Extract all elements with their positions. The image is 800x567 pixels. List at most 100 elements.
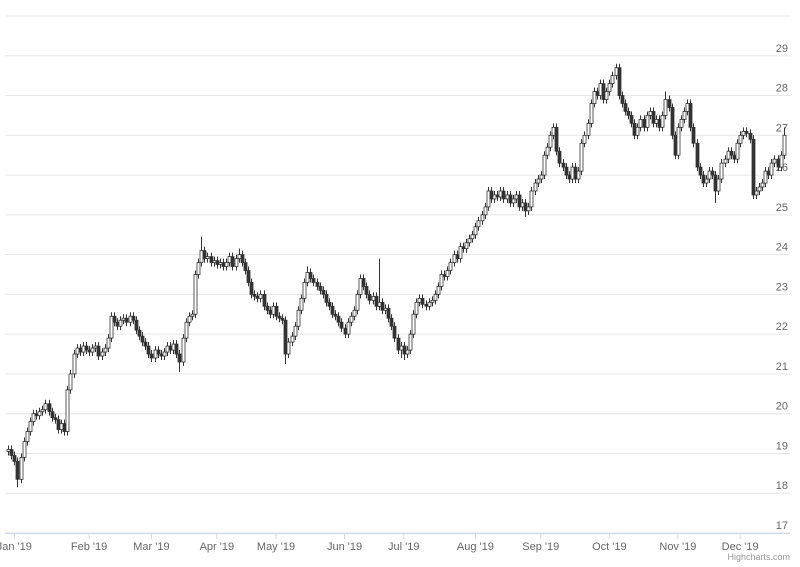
candle-body bbox=[146, 345, 151, 355]
candle-body bbox=[56, 419, 61, 430]
candle-body bbox=[255, 295, 260, 299]
candle-body bbox=[501, 190, 506, 200]
candle-body bbox=[302, 282, 307, 299]
candle-body bbox=[371, 295, 376, 301]
candle-body bbox=[545, 146, 550, 156]
candle-body bbox=[561, 162, 566, 168]
candle-body bbox=[769, 162, 774, 176]
candle-body bbox=[103, 347, 108, 353]
candle-body bbox=[592, 91, 597, 104]
candle-body bbox=[321, 290, 326, 295]
candle-body bbox=[567, 174, 572, 180]
candle-body bbox=[614, 67, 619, 77]
candle-body bbox=[380, 301, 385, 311]
credits[interactable]: Highcharts.com bbox=[727, 552, 790, 562]
candle-body bbox=[539, 174, 544, 180]
candle-body bbox=[704, 178, 709, 184]
candle-body bbox=[772, 158, 777, 164]
candle-body bbox=[411, 313, 416, 335]
candle-body bbox=[389, 317, 394, 327]
candle-body bbox=[367, 293, 372, 301]
candle-body bbox=[277, 315, 282, 319]
candle-body bbox=[374, 295, 379, 307]
candle-body bbox=[59, 423, 64, 430]
candle-body bbox=[124, 317, 129, 323]
candle-body bbox=[439, 274, 444, 287]
candle-body bbox=[246, 270, 251, 283]
candle-body bbox=[744, 130, 749, 134]
candle-body bbox=[349, 315, 354, 323]
candle-body bbox=[215, 260, 220, 265]
y-tick-label: 23 bbox=[776, 281, 788, 293]
candle-body bbox=[751, 138, 756, 196]
candle-body bbox=[361, 278, 366, 287]
candle-body bbox=[654, 119, 659, 124]
candle-body bbox=[604, 91, 609, 100]
candle-body bbox=[165, 345, 170, 353]
candle-body bbox=[667, 99, 672, 108]
candle-body bbox=[536, 178, 541, 184]
candle-body bbox=[50, 411, 55, 419]
candle-body bbox=[586, 122, 591, 136]
candle-body bbox=[330, 305, 335, 315]
candle-body bbox=[34, 413, 39, 417]
candle-body bbox=[698, 166, 703, 176]
candle-body bbox=[258, 293, 263, 299]
candle-body bbox=[514, 194, 519, 200]
candle-body bbox=[40, 409, 45, 413]
y-tick-label: 25 bbox=[776, 202, 788, 214]
candle-body bbox=[467, 238, 472, 244]
candle-body bbox=[134, 319, 139, 331]
y-tick-label: 18 bbox=[776, 480, 788, 492]
candle-body bbox=[149, 353, 154, 359]
candle-body bbox=[128, 315, 133, 323]
candle-body bbox=[9, 449, 14, 456]
candle-body bbox=[473, 226, 478, 236]
candle-body bbox=[782, 134, 787, 156]
candle-body bbox=[199, 250, 204, 263]
candle-body bbox=[735, 142, 740, 160]
candle-body bbox=[93, 345, 98, 349]
candle-body bbox=[523, 202, 528, 212]
x-tick-label: Jun '19 bbox=[327, 541, 362, 553]
candle-body bbox=[402, 345, 407, 355]
candle-body bbox=[311, 278, 316, 283]
y-tick-label: 20 bbox=[776, 401, 788, 413]
candle-body bbox=[695, 142, 700, 168]
x-tick-label: Dec '19 bbox=[722, 541, 759, 553]
candle-body bbox=[673, 134, 678, 156]
candle-body bbox=[498, 190, 503, 198]
candle-body bbox=[249, 282, 254, 295]
candle-body bbox=[679, 119, 684, 128]
x-tick-label: Nov '19 bbox=[659, 541, 696, 553]
candle-body bbox=[377, 301, 382, 307]
candle-body bbox=[143, 341, 148, 347]
candle-body bbox=[776, 158, 781, 168]
candle-body bbox=[6, 449, 11, 452]
candle-body bbox=[268, 309, 273, 315]
candle-body bbox=[137, 329, 142, 337]
candle-body bbox=[308, 272, 313, 279]
candle-body bbox=[455, 254, 460, 259]
candle-body bbox=[760, 182, 765, 188]
candle-body bbox=[458, 246, 463, 259]
candle-body bbox=[763, 170, 768, 184]
candle-body bbox=[15, 461, 20, 480]
candle-body bbox=[271, 305, 276, 315]
candle-body bbox=[355, 293, 360, 311]
candle-body bbox=[168, 345, 173, 351]
x-tick-label: Mar '19 bbox=[133, 541, 169, 553]
candle-body bbox=[551, 126, 556, 136]
candle-body bbox=[62, 423, 67, 432]
candle-body bbox=[676, 126, 681, 156]
candle-body bbox=[617, 67, 622, 96]
candle-body bbox=[22, 441, 27, 458]
candle-body bbox=[691, 126, 696, 144]
candle-body bbox=[205, 256, 210, 259]
candle-body bbox=[623, 103, 628, 112]
candle-body bbox=[542, 154, 547, 176]
candle-body bbox=[635, 126, 640, 136]
candle-body bbox=[420, 297, 425, 305]
candle-body bbox=[106, 337, 111, 349]
